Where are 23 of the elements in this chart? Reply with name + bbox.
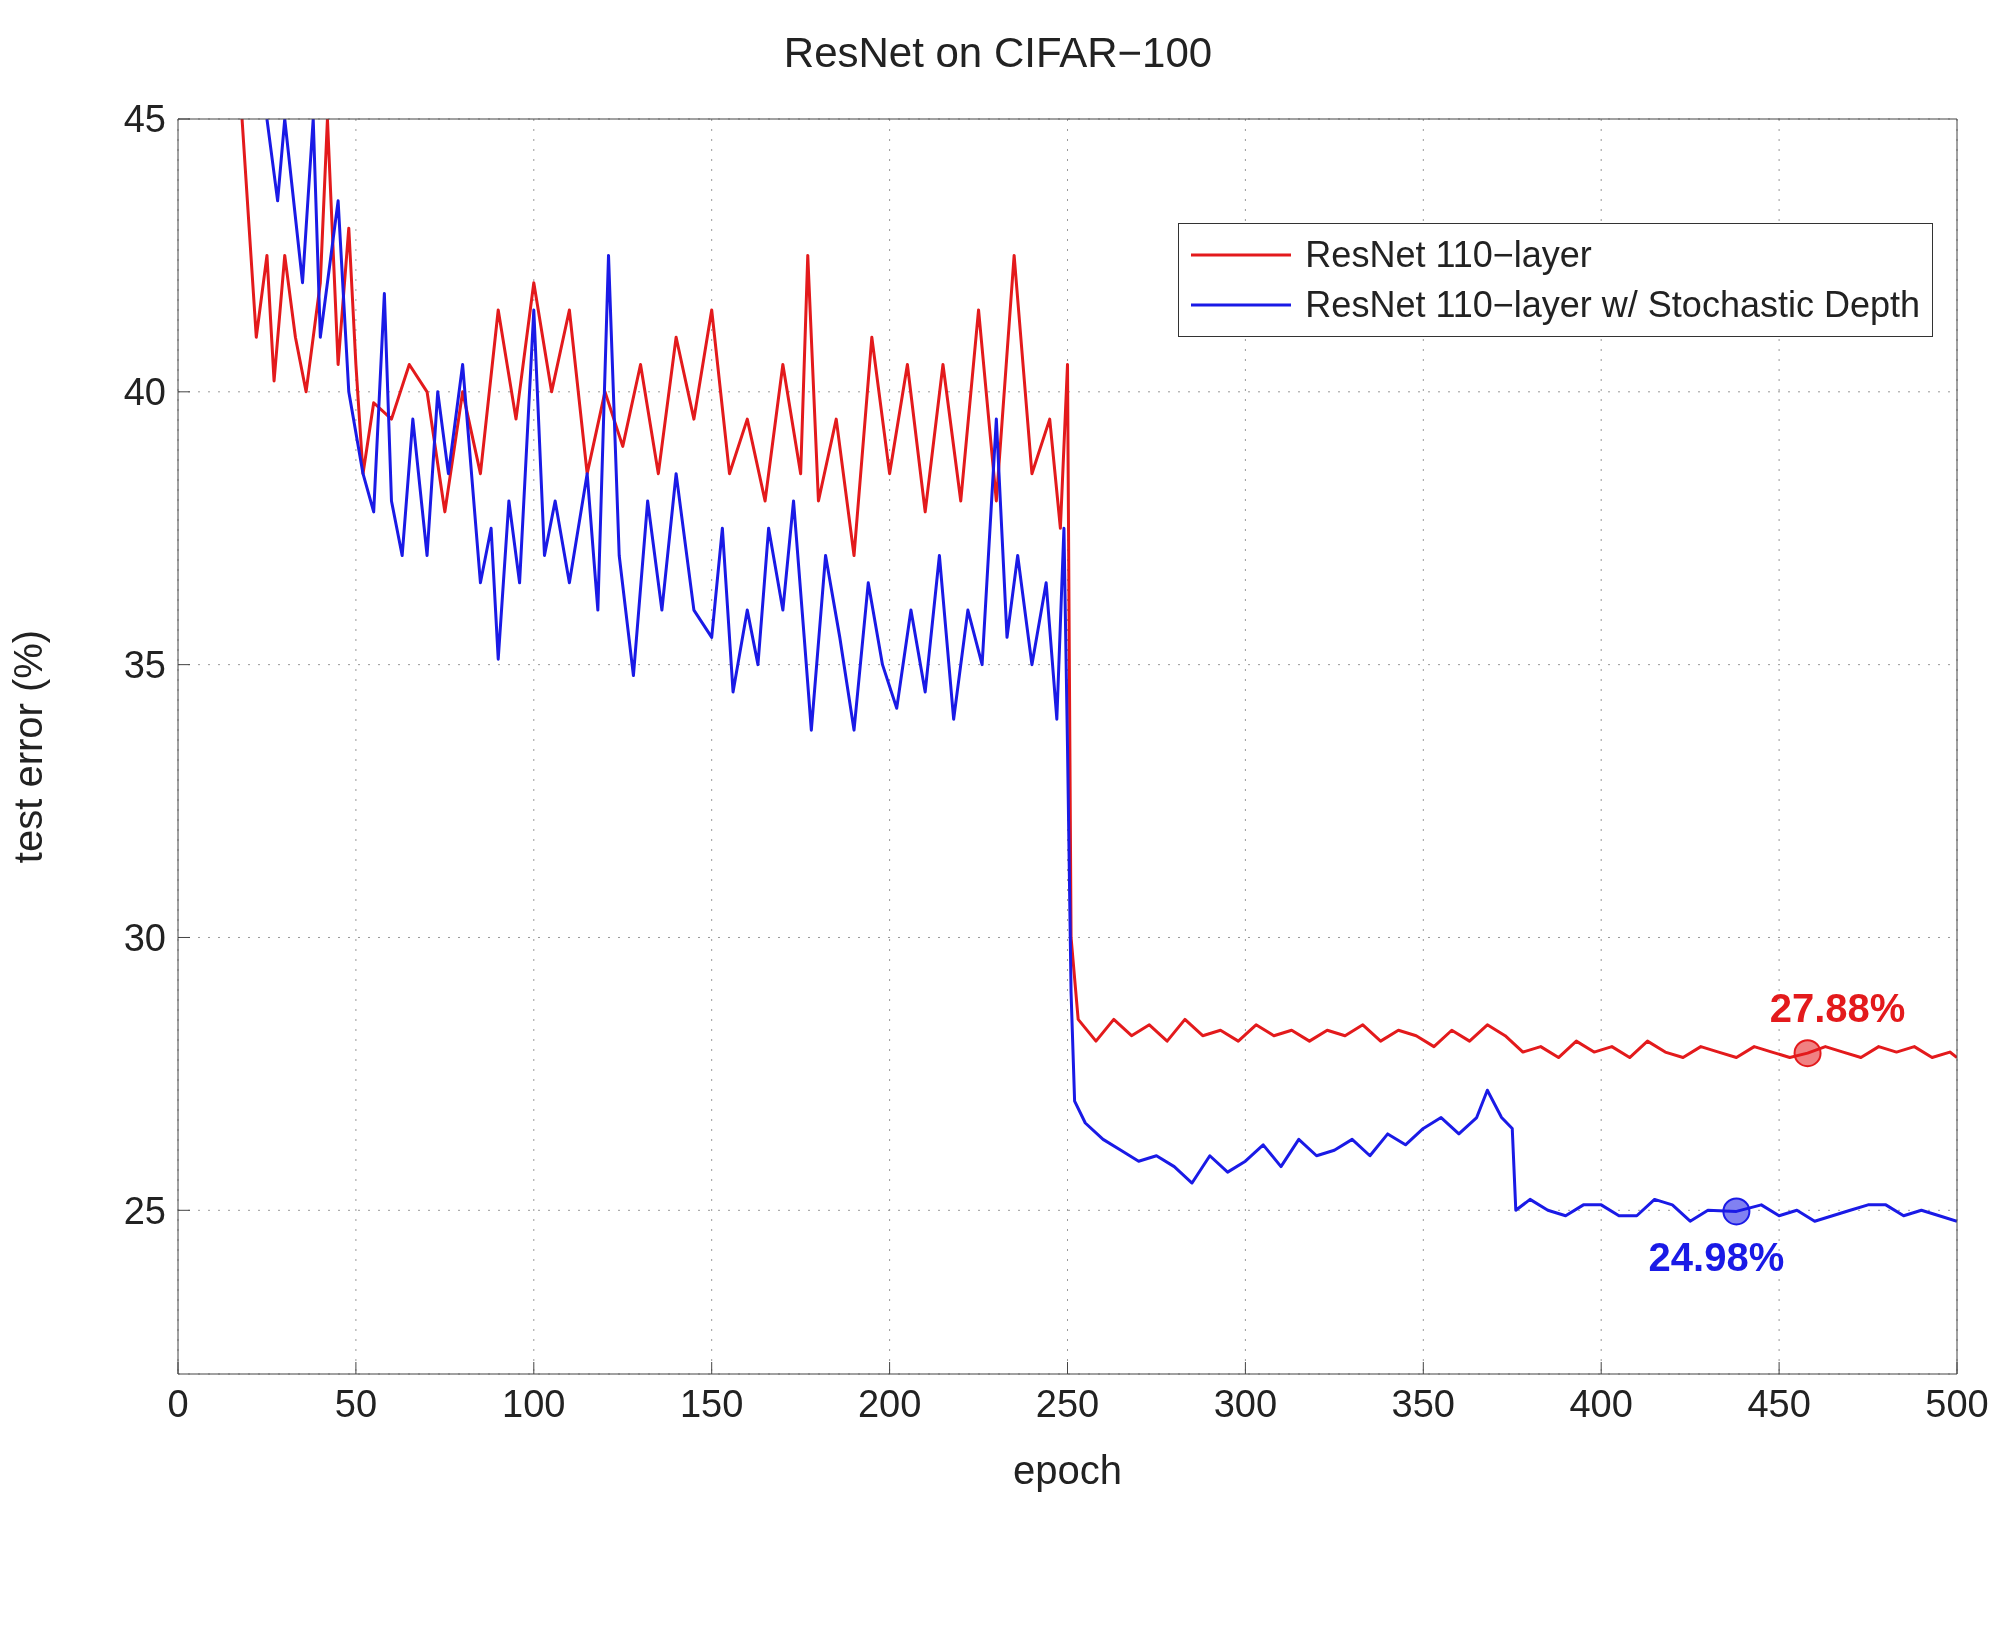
annotation: 27.88%: [1769, 986, 1906, 1031]
y-tick-label: 35: [123, 644, 166, 687]
x-tick-label: 200: [857, 1382, 922, 1425]
x-tick-label: 400: [1569, 1382, 1633, 1425]
x-tick-label: 250: [1035, 1382, 1100, 1425]
y-axis-title: test error (%): [6, 629, 51, 864]
y-tick-label: 30: [123, 916, 166, 959]
y-tick-label: 25: [123, 1189, 166, 1232]
x-axis-title: epoch: [1013, 1448, 1122, 1492]
legend-label: ResNet 110−layer w/ Stochastic Depth: [1305, 283, 1920, 327]
y-tick-label: 45: [123, 98, 166, 141]
x-tick-label: 450: [1747, 1382, 1811, 1425]
annotation: 24.98%: [1648, 1234, 1785, 1279]
x-tick-label: 0: [167, 1382, 189, 1425]
x-tick-label: 100: [502, 1382, 566, 1425]
y-tick-label: 40: [123, 371, 166, 414]
legend-label: ResNet 110−layer: [1305, 233, 1592, 277]
x-tick-label: 350: [1391, 1382, 1455, 1425]
x-tick-label: 300: [1213, 1382, 1278, 1425]
x-tick-label: 500: [1925, 1382, 1989, 1425]
x-tick-label: 50: [334, 1382, 378, 1425]
chart-title: ResNet on CIFAR−100: [782, 28, 1214, 78]
x-tick-label: 150: [680, 1382, 744, 1425]
